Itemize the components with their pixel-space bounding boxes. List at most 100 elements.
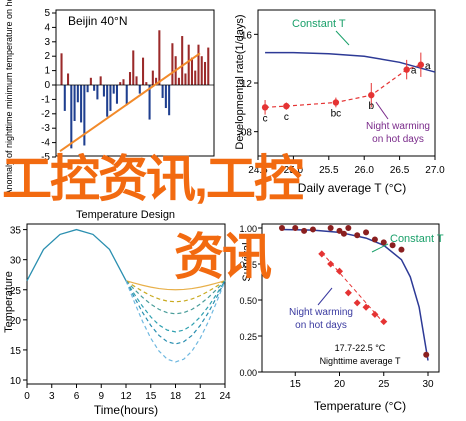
panel-c-night-series xyxy=(125,280,226,333)
panel-c-day-curve xyxy=(26,228,127,282)
panel-b-constant-arrow xyxy=(335,30,350,46)
panel-b-point xyxy=(368,91,375,99)
panel-a-bar xyxy=(109,85,112,111)
panel-a-ytick-label: 0 xyxy=(44,80,50,91)
panel-a-bar xyxy=(177,77,180,85)
panel-a-bar xyxy=(73,85,76,121)
panel-a-bar xyxy=(194,70,197,85)
panel-d-constant-point xyxy=(345,225,352,231)
panel-a-bar xyxy=(184,73,187,85)
panel-a-bar xyxy=(148,85,151,120)
panel-a-bar xyxy=(99,76,102,85)
panel-c-ytick-label: 15 xyxy=(10,346,22,357)
panel-d-ytick-label: 0.25 xyxy=(239,332,257,342)
panel-d-xtick-label: 30 xyxy=(422,379,434,390)
panel-c-xticks: 0 3 6 9 12 15 18 21 24 xyxy=(24,384,231,402)
panel-d-xtick-label: 25 xyxy=(378,379,390,390)
panel-b-point xyxy=(283,102,290,110)
panel-a-bar xyxy=(70,85,73,149)
panel-b-scatter: Developmental rate(1/days) Daily average… xyxy=(234,9,445,195)
panel-d-scatter: Survival Temperature (°C) 0.000.250.500.… xyxy=(239,223,444,413)
panel-c-xtick-label: 18 xyxy=(170,391,182,402)
panel-b-point xyxy=(403,66,410,73)
panel-a-bar xyxy=(145,82,148,85)
panel-d-warming-label-2: on hot days xyxy=(295,320,347,331)
panel-c-night-series xyxy=(125,280,226,363)
panel-a-bar xyxy=(138,85,141,94)
panel-a-bar xyxy=(142,57,145,85)
panel-c-xtick-label: 15 xyxy=(145,391,157,402)
panel-d-constant-point xyxy=(363,229,370,236)
panel-a-bar xyxy=(63,85,66,111)
panel-b-ytick-label: .08 xyxy=(238,128,252,139)
panel-d-warming-arrow xyxy=(317,287,333,306)
panel-a-bar xyxy=(119,82,122,85)
panel-d-constant-point xyxy=(423,351,430,358)
panel-d-ytick-label: 0.75 xyxy=(239,260,257,270)
panel-c-xtick-label: 3 xyxy=(49,391,55,402)
panel-a-ytick-label: 1 xyxy=(44,66,50,77)
panel-c-ytick-label: 10 xyxy=(10,376,22,387)
panel-a-bar xyxy=(96,85,99,100)
watermark-line-2: 资讯 xyxy=(174,229,272,285)
panel-a-trend-line xyxy=(59,52,201,153)
panel-a-bar xyxy=(60,53,63,85)
panel-d-constant-point xyxy=(380,239,387,246)
panel-d-frame xyxy=(261,223,440,373)
panel-b-xticks: 24.5 25.0 25.5 26.0 26.5 27.0 xyxy=(248,156,445,176)
panel-b-xtick-label: 25.0 xyxy=(284,165,304,176)
panel-d-warming-point xyxy=(344,289,352,297)
panel-a-bar xyxy=(158,30,161,86)
panel-d-xticks: 15 20 25 30 xyxy=(290,372,434,390)
panel-a-bars xyxy=(60,30,210,149)
panel-b-warming-label-1: Night warming xyxy=(366,121,430,132)
panel-a-bar xyxy=(106,85,109,117)
panel-c-yticks: 10 15 20 25 30 35 xyxy=(10,226,27,387)
panel-d-constant-arrow xyxy=(371,243,389,253)
panel-a-ytick-label: 5 xyxy=(44,8,50,19)
panel-d-constant-label: Constant T xyxy=(390,233,444,245)
panel-a-ytick-label: -2 xyxy=(41,109,50,120)
panel-d-xlabel: Temperature (°C) xyxy=(314,399,406,413)
panel-b-point-label: bc xyxy=(331,108,342,119)
panel-d-temp-range-label: 17.7-22.5 °C xyxy=(335,343,386,353)
panel-c-xlabel: Time(hours) xyxy=(94,403,158,417)
panel-b-point xyxy=(261,104,269,111)
panel-a-bar xyxy=(151,70,154,85)
panel-a-ylabel: Anomaly of nighttime minimum temperature… xyxy=(4,0,14,196)
panel-a-bar xyxy=(164,85,167,109)
panel-b-warming-arrow xyxy=(375,101,389,120)
panel-b-xtick-label: 26.5 xyxy=(390,165,410,176)
panel-a-bar xyxy=(181,36,184,85)
panel-a-bar xyxy=(135,76,138,85)
panel-d-constant-point xyxy=(354,232,361,239)
panel-c-xtick-label: 21 xyxy=(195,391,207,402)
panel-a-bar xyxy=(190,57,193,85)
panel-a-bar xyxy=(132,50,135,85)
panel-a-bar xyxy=(125,85,128,106)
panel-d-warming-point xyxy=(335,267,344,275)
panel-b-warming-label-2: on hot days xyxy=(372,134,424,145)
panel-a-bar xyxy=(161,85,164,98)
panel-a-bar-chart: Beijin 40°N Anomaly of nighttime minimum… xyxy=(4,0,215,196)
panel-a-bar xyxy=(207,47,210,85)
panel-b-ytick-label: .16 xyxy=(238,30,252,41)
panel-a-bar xyxy=(67,73,70,85)
panel-d-constant-point xyxy=(327,225,334,231)
watermark-line-1: 工控资讯,工控 xyxy=(2,151,303,207)
panel-d-ytick-label: 0.50 xyxy=(239,296,257,306)
panel-b-ytick-label: .12 xyxy=(238,79,252,90)
panel-b-constant-label: Constant T xyxy=(292,18,346,30)
panel-d-constant-point xyxy=(292,225,299,231)
panel-d-xtick-label: 20 xyxy=(334,379,346,390)
panel-a-bar xyxy=(171,43,174,85)
panel-b-constant-curve xyxy=(265,51,436,73)
panel-d-constant-point xyxy=(389,242,396,249)
panel-a-bar xyxy=(155,77,158,85)
panel-c-xtick-label: 6 xyxy=(74,391,80,402)
panel-d-points xyxy=(278,225,430,358)
panel-c-title: Temperature Design xyxy=(76,209,175,221)
panel-a-ytick-label: 3 xyxy=(44,37,50,48)
panel-b-yticks: .08 .12 .16 xyxy=(238,30,258,139)
